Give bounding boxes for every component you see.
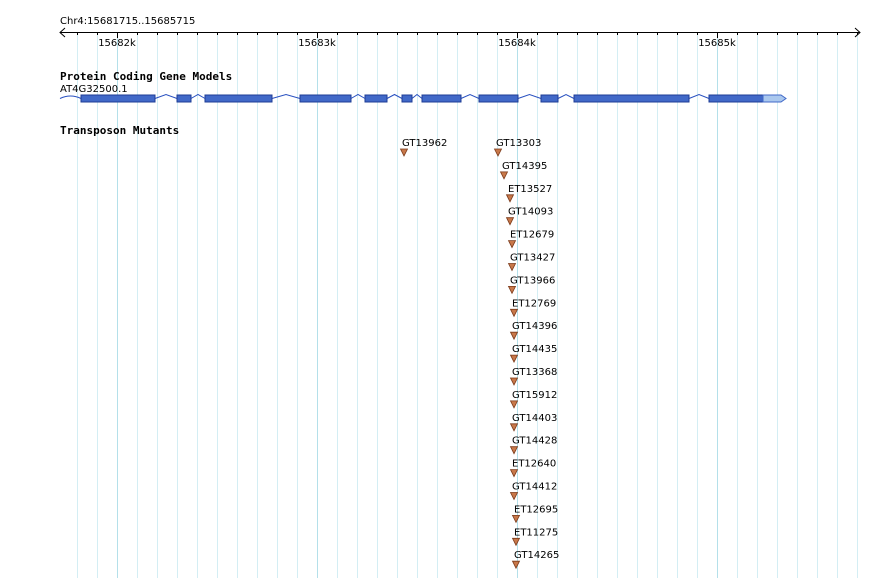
mutant-marker-icon[interactable]: [511, 515, 521, 524]
gene-exon[interactable]: [540, 94, 559, 103]
mutant-label[interactable]: GT14435: [512, 344, 557, 355]
mutant-label[interactable]: ET11275: [514, 527, 558, 538]
mutant-GT13962[interactable]: GT13962: [399, 138, 448, 157]
gene-exon[interactable]: [573, 94, 690, 103]
ruler-arrow-right: [854, 27, 861, 38]
mutant-marker-icon[interactable]: [399, 148, 409, 157]
ruler-arrow-left: [59, 27, 66, 38]
gene-exon[interactable]: [478, 94, 519, 103]
gene-intron: [154, 93, 178, 99]
gene-exon[interactable]: [176, 94, 192, 103]
gene-exon[interactable]: [708, 94, 764, 103]
mutant-marker-icon[interactable]: [509, 423, 519, 432]
gene-intron: [517, 93, 542, 99]
mutant-marker-icon[interactable]: [507, 263, 517, 272]
ruler-tick-label: 15684k: [498, 38, 536, 49]
ruler: 15682k 15683k 15684k 15685k: [59, 27, 861, 49]
gene-exon[interactable]: [80, 94, 156, 103]
mutant-GT13303[interactable]: GT13303: [493, 138, 542, 157]
mutant-label[interactable]: GT14403: [512, 413, 557, 424]
mutant-marker-icon[interactable]: [511, 537, 521, 547]
gene-intron: [190, 93, 206, 99]
mutant-ET12679[interactable]: ET12679: [507, 230, 555, 249]
mutant-GT15912[interactable]: GT15912: [509, 390, 558, 409]
gene-intron: [557, 93, 575, 99]
mutant-marker-icon[interactable]: [509, 492, 519, 501]
gene-intron: [411, 93, 423, 99]
mutant-GT14395[interactable]: GT14395: [499, 161, 548, 180]
mutant-ET12695[interactable]: ET12695: [511, 504, 559, 524]
ruler-tick-label: 15683k: [298, 38, 336, 49]
mutant-GT14396[interactable]: GT14396: [509, 321, 558, 341]
gene-track-title: Protein Coding Gene Models: [60, 70, 232, 83]
mutant-label[interactable]: GT14396: [512, 321, 557, 332]
mutant-label[interactable]: GT14265: [514, 550, 559, 561]
mutant-marker-icon[interactable]: [507, 286, 517, 295]
mutant-marker-icon[interactable]: [511, 560, 521, 570]
mutant-label[interactable]: GT13427: [510, 253, 555, 264]
mutant-marker-icon[interactable]: [507, 240, 517, 249]
mutant-marker-icon[interactable]: [509, 469, 519, 478]
gene-exon[interactable]: [401, 94, 413, 103]
gene-exon[interactable]: [204, 94, 273, 103]
gene-leading-line: [59, 95, 82, 99]
mutant-marker-icon[interactable]: [505, 194, 515, 203]
mutant-ET11275[interactable]: ET11275: [511, 527, 559, 547]
mutant-label[interactable]: GT15912: [512, 390, 557, 401]
ruler-tick-label: 15685k: [698, 38, 736, 49]
grid-lines: [77, 34, 858, 578]
mutant-marker-icon[interactable]: [509, 331, 519, 341]
mutant-marker-icon[interactable]: [509, 308, 519, 318]
gene-intron: [271, 93, 301, 99]
mutant-marker-icon[interactable]: [509, 377, 519, 386]
mutant-label[interactable]: GT13368: [512, 367, 557, 378]
mutant-GT14412[interactable]: GT14412: [509, 482, 558, 501]
mutant-label[interactable]: GT14093: [508, 207, 553, 218]
mutant-ET13527[interactable]: ET13527: [505, 184, 553, 203]
mutant-label[interactable]: GT14395: [502, 161, 547, 172]
gene-model-AT4G32500[interactable]: [59, 93, 787, 103]
mutant-GT14093[interactable]: GT14093: [505, 207, 554, 226]
mutant-label[interactable]: GT13303: [496, 138, 541, 149]
gene-intron: [460, 93, 480, 99]
mutant-marker-icon[interactable]: [509, 446, 519, 455]
mutant-label[interactable]: ET13527: [508, 184, 552, 195]
mutant-marker-icon[interactable]: [505, 217, 515, 226]
mutant-GT13427[interactable]: GT13427: [507, 253, 556, 272]
mutant-track-title: Transposon Mutants: [60, 124, 179, 137]
mutant-track: GT13962 GT13303 GT14395 ET13527 GT14093 ET126…: [399, 138, 560, 570]
mutant-label[interactable]: ET12695: [514, 504, 558, 515]
mutant-marker-icon[interactable]: [493, 148, 503, 157]
mutant-label[interactable]: ET12679: [510, 230, 554, 241]
mutant-label[interactable]: ET12640: [512, 459, 556, 470]
mutant-ET12640[interactable]: ET12640: [509, 459, 557, 478]
mutant-marker-icon[interactable]: [509, 400, 519, 409]
mutant-label[interactable]: ET12769: [512, 298, 556, 309]
mutant-ET12769[interactable]: ET12769: [509, 298, 557, 318]
gene-intron: [688, 93, 710, 99]
mutant-label[interactable]: GT13962: [402, 138, 447, 149]
mutant-marker-icon[interactable]: [509, 354, 519, 363]
mutant-label[interactable]: GT14412: [512, 482, 557, 493]
gene-exon[interactable]: [299, 94, 352, 103]
gene-utr-arrow[interactable]: [762, 94, 787, 103]
mutant-GT14435[interactable]: GT14435: [509, 344, 558, 363]
mutant-label[interactable]: GT13966: [510, 275, 555, 286]
mutant-GT14403[interactable]: GT14403: [509, 413, 558, 432]
ruler-tick-label: 15682k: [98, 38, 136, 49]
mutant-GT14428[interactable]: GT14428: [509, 436, 558, 455]
mutant-GT13966[interactable]: GT13966: [507, 275, 556, 295]
gene-exon[interactable]: [421, 94, 462, 103]
gene-intron: [386, 93, 403, 99]
mutant-marker-icon[interactable]: [499, 171, 509, 180]
gene-exon[interactable]: [364, 94, 388, 103]
mutant-GT13368[interactable]: GT13368: [509, 367, 558, 386]
gene-name-label[interactable]: AT4G32500.1: [60, 84, 128, 95]
gene-intron: [350, 93, 366, 99]
mutant-GT14265[interactable]: GT14265: [511, 550, 560, 570]
region-label: Chr4:15681715..15685715: [60, 16, 195, 27]
mutant-label[interactable]: GT14428: [512, 436, 557, 447]
